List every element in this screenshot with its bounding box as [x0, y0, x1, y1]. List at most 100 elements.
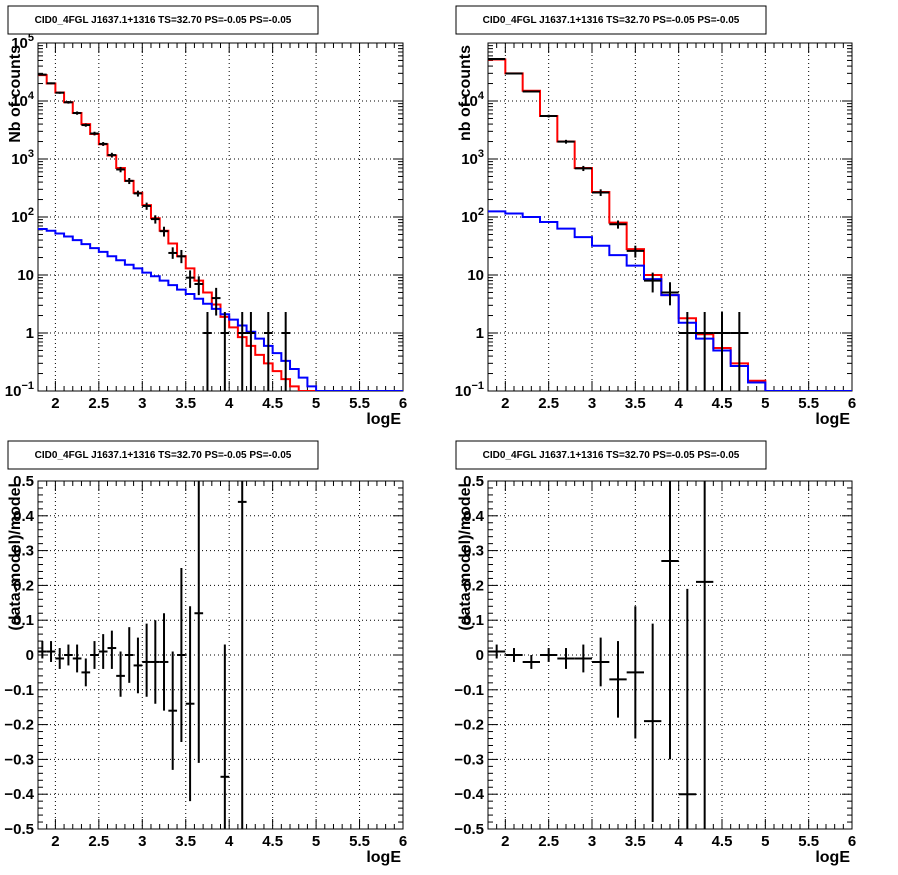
x-tick-label: 5.5 — [798, 395, 819, 412]
data-point — [150, 215, 160, 224]
data-point — [72, 111, 82, 115]
x-tick-label: 4.5 — [262, 833, 283, 850]
data-point — [540, 648, 558, 662]
chart-title-box — [455, 440, 767, 470]
x-tick-label: 4 — [225, 395, 234, 412]
data-point — [194, 276, 204, 296]
y-tick-label: 0.5 — [13, 473, 34, 490]
data-point — [142, 623, 151, 697]
data-point — [557, 648, 575, 669]
y-tick-label: −0.3 — [454, 751, 484, 768]
data-point — [98, 634, 108, 669]
y-tick-label: −0.2 — [454, 717, 484, 734]
x-tick-label: 6 — [399, 395, 407, 412]
y-tick-label: 0 — [476, 647, 484, 664]
data-point — [46, 641, 56, 662]
data-point — [38, 641, 47, 659]
data-point — [488, 644, 506, 659]
y-tick-label: −0.4 — [454, 786, 484, 803]
data-point — [220, 644, 230, 829]
x-tick-label: 3.5 — [625, 833, 646, 850]
data-point — [177, 249, 186, 264]
grid-lines — [38, 481, 403, 829]
data-point — [194, 481, 204, 763]
data-point — [185, 606, 195, 802]
x-tick-label: 2.5 — [88, 395, 109, 412]
data-layer — [38, 481, 247, 829]
data-point — [730, 312, 748, 391]
data-point — [211, 287, 221, 316]
data-point — [98, 142, 108, 146]
data-point — [177, 568, 186, 742]
chart-title-box — [7, 440, 319, 470]
y-axis-title: nb of counts — [457, 45, 474, 141]
y-tick-label: 1 — [26, 325, 34, 342]
x-tick-label: 4.5 — [712, 833, 733, 850]
data-point — [116, 166, 125, 173]
y-tick-label: −0.2 — [4, 717, 34, 734]
x-tick-label: 6 — [399, 833, 407, 850]
x-tick-label: 2 — [51, 833, 59, 850]
y-axis-title: (data-model)/model — [457, 483, 474, 631]
y-tick-label: 0.3 — [13, 543, 34, 560]
histogram-series-blue — [38, 228, 403, 391]
x-tick-label: 2.5 — [538, 395, 559, 412]
x-tick-label: 5 — [312, 833, 320, 850]
data-point — [107, 152, 117, 158]
x-tick-label: 5.5 — [349, 833, 370, 850]
y-tick-label: 10 — [467, 267, 484, 284]
data-point — [678, 312, 696, 391]
plot-frame — [487, 42, 853, 392]
x-tick-label: 5 — [761, 395, 769, 412]
data-point — [159, 226, 169, 237]
chart-panel-bottom-left: CID0_4FGL J1637.1+1316 TS=32.70 PS=-0.05… — [4, 440, 407, 866]
data-point — [696, 481, 714, 829]
data-point — [72, 644, 82, 673]
y-tick-label: −0.1 — [4, 682, 34, 699]
y-tick-label: 0.4 — [13, 508, 35, 525]
data-point — [90, 641, 99, 669]
chart-panel-top-right: CID0_4FGL J1637.1+1316 TS=32.70 PS=-0.05… — [455, 5, 856, 428]
x-axis-title: logE — [366, 849, 401, 866]
x-tick-label: 2 — [501, 395, 509, 412]
data-layer — [488, 481, 714, 829]
x-tick-label: 3 — [588, 395, 596, 412]
data-point — [124, 178, 134, 185]
data-layer — [38, 73, 403, 391]
data-point — [55, 648, 65, 669]
data-layer — [488, 57, 852, 391]
y-tick-label: 103 — [11, 148, 34, 168]
x-tick-label: 5.5 — [798, 833, 819, 850]
data-point — [159, 613, 169, 711]
axis-ticks — [487, 43, 853, 392]
x-tick-label: 3.5 — [175, 395, 196, 412]
data-point — [626, 606, 644, 739]
data-point — [203, 312, 212, 391]
x-tick-label: 3 — [138, 395, 146, 412]
y-axis-title: Nb of counts — [7, 45, 24, 143]
y-tick-label: 0.5 — [463, 473, 484, 490]
chart-title: CID0_4FGL J1637.1+1316 TS=32.70 PS=-0.05… — [35, 450, 292, 461]
x-tick-label: 4 — [225, 833, 234, 850]
grid-lines — [488, 43, 852, 391]
y-tick-label: 0.2 — [463, 577, 484, 594]
data-point — [64, 101, 73, 104]
data-point — [133, 637, 143, 694]
y-tick-label: 102 — [11, 206, 34, 226]
x-tick-label: 4 — [674, 395, 683, 412]
y-tick-label: −0.5 — [454, 821, 484, 838]
x-tick-label: 6 — [848, 833, 856, 850]
x-tick-label: 4.5 — [262, 395, 283, 412]
y-tick-label: 0 — [26, 647, 34, 664]
chart-panel-bottom-right: CID0_4FGL J1637.1+1316 TS=32.70 PS=-0.05… — [454, 440, 856, 866]
data-point — [696, 312, 714, 391]
y-tick-label: −0.1 — [454, 682, 484, 699]
y-tick-label: −0.3 — [4, 751, 34, 768]
data-point — [81, 123, 91, 127]
chart-panel-top-left: CID0_4FGL J1637.1+1316 TS=32.70 PS=-0.05… — [5, 5, 407, 428]
chart-title-box — [455, 5, 767, 35]
plot-frame — [37, 42, 404, 392]
data-point — [90, 131, 99, 136]
y-tick-label: −0.5 — [4, 821, 34, 838]
